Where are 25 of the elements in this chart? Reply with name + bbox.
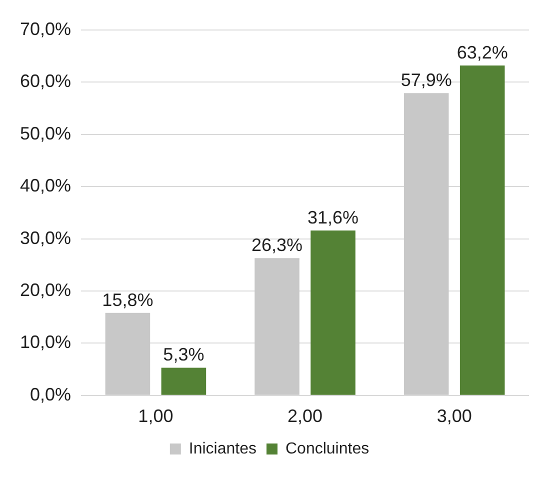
y-tick-label: 0,0%: [30, 384, 72, 404]
x-tick-label: 1,00: [138, 406, 174, 426]
bar: [254, 258, 300, 395]
bar: [404, 93, 449, 395]
data-label: 57,9%: [400, 70, 452, 90]
x-tick-label: 3,00: [436, 406, 472, 426]
y-tick-label: 70,0%: [20, 18, 72, 39]
y-tick-label: 30,0%: [20, 228, 72, 248]
legend-label: Concluintes: [285, 440, 370, 458]
bar: [105, 312, 150, 395]
y-tick-label: 10,0%: [20, 332, 72, 352]
data-label: 31,6%: [307, 207, 359, 228]
y-tick-label: 50,0%: [20, 123, 72, 144]
data-label: 26,3%: [252, 235, 303, 256]
bar: [161, 368, 206, 395]
y-tick-label: 60,0%: [20, 71, 72, 92]
data-label: 15,8%: [102, 290, 154, 310]
legend-label: Iniciantes: [188, 440, 256, 458]
data-label: 63,2%: [456, 42, 508, 62]
y-tick-label: 40,0%: [20, 176, 72, 196]
bar: [310, 230, 356, 395]
data-label: 5,3%: [163, 344, 204, 365]
y-tick-label: 20,0%: [20, 280, 72, 300]
bar: [460, 65, 505, 395]
x-tick-label: 2,00: [287, 406, 323, 426]
